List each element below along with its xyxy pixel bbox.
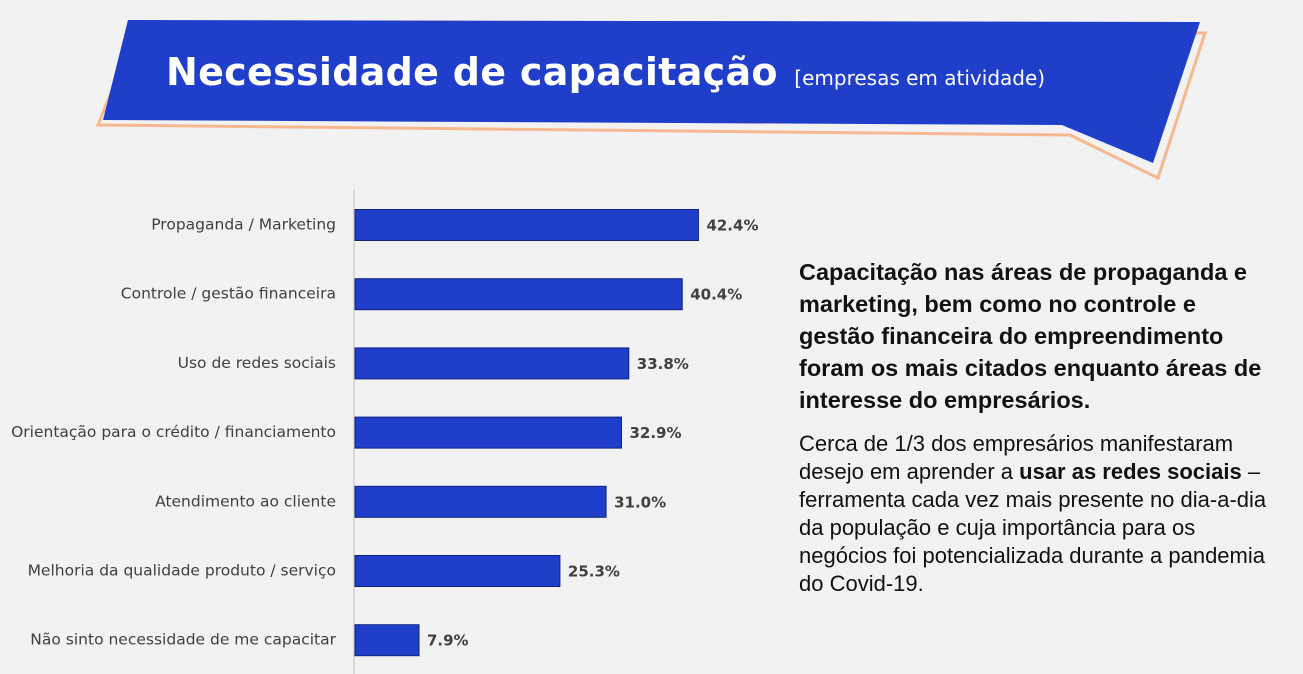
bar bbox=[355, 486, 606, 517]
body-text-highlight: usar as redes sociais bbox=[1019, 459, 1242, 484]
header-banner bbox=[0, 0, 1303, 190]
bars-group: Propaganda / Marketing 42.4% Controle / ge… bbox=[11, 210, 758, 656]
category-label: Controle / gestão financeira bbox=[121, 285, 336, 303]
category-label: Melhoria da qualidade produto / serviço bbox=[28, 562, 336, 580]
bar bbox=[355, 556, 560, 587]
bar bbox=[355, 417, 621, 448]
category-label: Atendimento ao cliente bbox=[155, 492, 336, 510]
value-label: 31.0% bbox=[614, 493, 666, 511]
value-label: 33.8% bbox=[637, 355, 689, 373]
bar bbox=[355, 625, 419, 656]
category-label: Propaganda / Marketing bbox=[151, 216, 336, 234]
value-label: 42.4% bbox=[706, 217, 758, 235]
category-label: Orientação para o crédito / financiament… bbox=[11, 423, 336, 441]
subtitle-text: [empresas em atividade) bbox=[794, 66, 1045, 90]
bar bbox=[355, 279, 682, 310]
value-label: 7.9% bbox=[427, 632, 469, 650]
body-paragraph: Cerca de 1/3 dos empresários manifestara… bbox=[799, 430, 1269, 598]
lead-paragraph: Capacitação nas áreas de propaganda e ma… bbox=[799, 256, 1269, 416]
title-text: Necessidade de capacitação bbox=[166, 50, 778, 94]
summary-text: Capacitação nas áreas de propaganda e ma… bbox=[799, 256, 1269, 598]
bar bbox=[355, 210, 698, 241]
category-label: Uso de redes sociais bbox=[178, 354, 336, 372]
page-title: Necessidade de capacitação [empresas em … bbox=[166, 50, 1045, 94]
value-label: 40.4% bbox=[690, 286, 742, 304]
category-label: Não sinto necessidade de me capacitar bbox=[30, 631, 336, 649]
value-label: 25.3% bbox=[568, 563, 620, 581]
value-label: 32.9% bbox=[629, 424, 681, 442]
bar-chart: Propaganda / Marketing 42.4% Controle / ge… bbox=[0, 185, 780, 674]
bar bbox=[355, 348, 629, 379]
